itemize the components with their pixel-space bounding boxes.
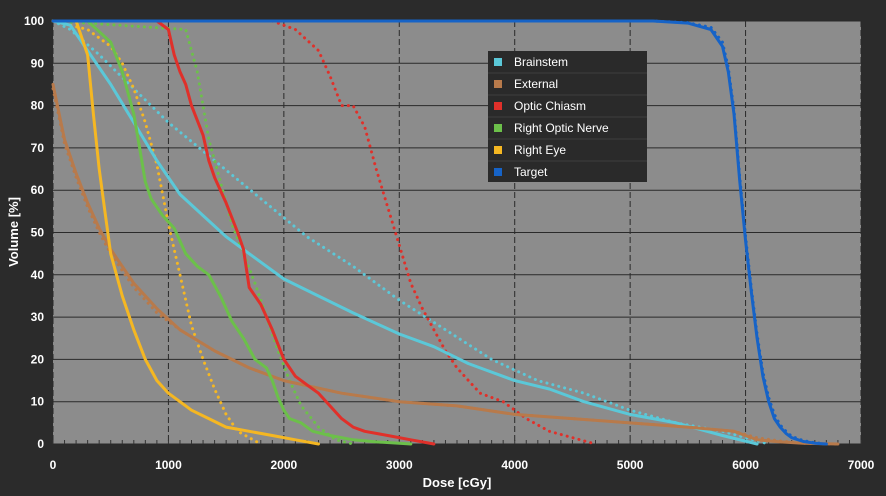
y-tick-label: 50	[31, 226, 45, 240]
y-tick-label: 70	[31, 141, 45, 155]
series-layer	[51, 19, 840, 446]
legend-swatch	[494, 58, 502, 66]
series-line-right-optic-nerve-solid	[51, 19, 413, 446]
legend-swatch	[494, 102, 502, 110]
x-tick-label: 7000	[848, 458, 875, 472]
legend-label: Right Eye	[514, 143, 566, 157]
x-tick-label: 2000	[271, 458, 298, 472]
x-axis-title: Dose [cGy]	[423, 475, 492, 490]
y-tick-label: 0	[37, 437, 44, 451]
series-line-target-solid	[51, 19, 828, 446]
series-line-right-optic-nerve-dotted	[51, 19, 355, 446]
y-tick-label: 20	[31, 352, 45, 366]
y-tick-label: 100	[24, 14, 44, 28]
series-line-brainstem-solid	[51, 19, 759, 446]
y-tick-label: 60	[31, 183, 45, 197]
x-tick-label: 0	[50, 458, 57, 472]
y-tick-label: 40	[31, 268, 45, 282]
legend-label: Target	[514, 165, 548, 179]
legend-swatch	[494, 146, 502, 154]
legend-swatch	[494, 80, 502, 88]
y-tick-label: 90	[31, 56, 45, 70]
y-axis-title: Volume [%]	[6, 197, 21, 267]
x-tick-label: 5000	[617, 458, 644, 472]
legend-label: Optic Chiasm	[514, 99, 586, 113]
y-tick-label: 30	[31, 310, 45, 324]
series-line-external-solid	[51, 82, 840, 446]
x-tick-label: 6000	[732, 458, 759, 472]
legend: Brainstem External Optic Chiasm Right Optic…	[488, 51, 647, 182]
series-line-optic-chiasm-dotted	[51, 19, 597, 446]
y-tick-label: 10	[31, 395, 45, 409]
x-tick-label: 4000	[501, 458, 528, 472]
legend-label: External	[514, 77, 558, 91]
legend-swatch	[494, 124, 502, 132]
x-tick-label: 3000	[386, 458, 413, 472]
y-tick-label: 80	[31, 99, 45, 113]
series-line-optic-chiasm-solid	[51, 19, 436, 446]
x-tick-labels: 0 1000 2000 3000 4000 5000 6000 7000	[50, 458, 875, 472]
y-tick-labels: 0 10 20 30 40 50 60 70 80 90 100	[24, 14, 44, 451]
legend-label: Brainstem	[514, 55, 568, 69]
legend-label: Right Optic Nerve	[514, 121, 609, 135]
legend-swatch	[494, 168, 502, 176]
x-tick-label: 1000	[155, 458, 182, 472]
series-line-brainstem-dotted	[51, 19, 771, 446]
series-line-right-eye-solid	[51, 19, 320, 446]
